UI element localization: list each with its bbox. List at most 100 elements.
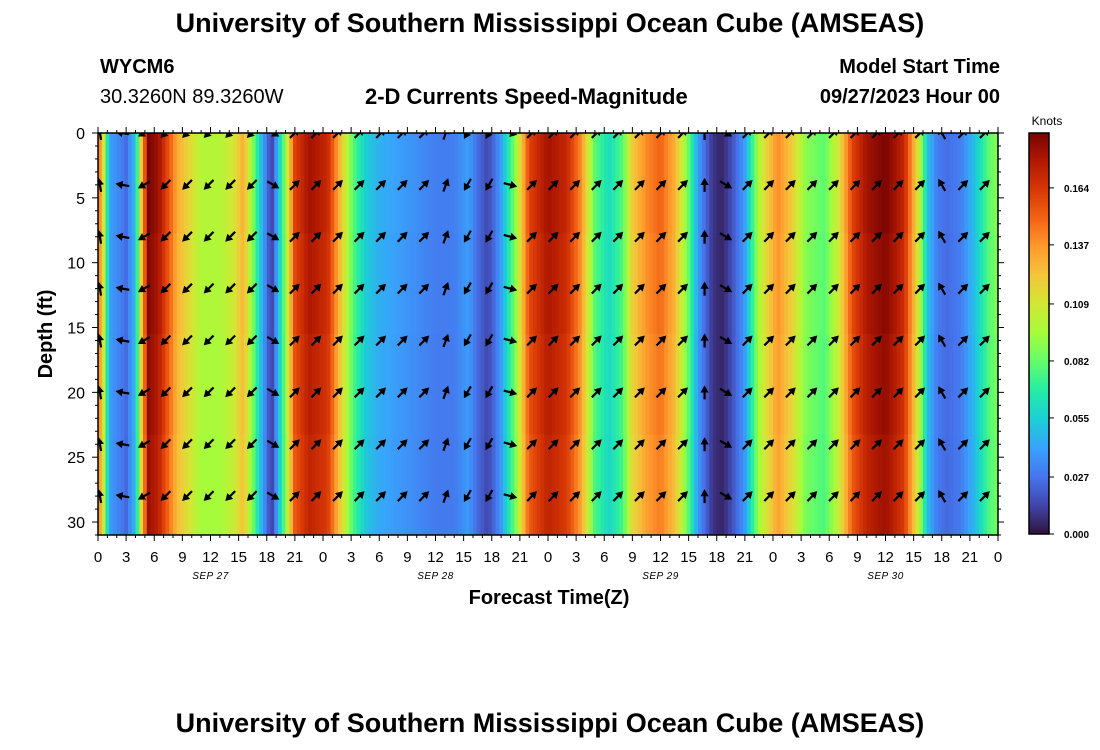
heat-cell: [709, 233, 714, 335]
heat-cell: [893, 133, 898, 235]
heat-cell: [833, 233, 838, 335]
heat-cell: [885, 133, 890, 235]
current-arrow: [441, 333, 450, 348]
current-arrow: [98, 333, 104, 348]
heat-cell: [173, 334, 178, 436]
current-arrow: [266, 180, 280, 189]
current-arrow: [634, 283, 645, 295]
heat-cell: [225, 233, 230, 335]
heat-cell: [184, 434, 189, 535]
current-arrow: [463, 133, 472, 140]
heat-cell: [829, 434, 834, 535]
heat-cell: [233, 133, 238, 235]
heat-cell: [911, 233, 917, 335]
date-label: SEP 29: [642, 571, 679, 582]
heat-cell: [555, 434, 560, 535]
heat-cell: [465, 334, 470, 436]
current-arrow: [957, 335, 969, 347]
current-arrow: [332, 283, 343, 295]
current-arrow: [289, 179, 300, 191]
heat-cell: [139, 233, 144, 335]
heat-cell: [379, 233, 384, 335]
heat-cell: [139, 334, 144, 436]
heat-cell: [881, 334, 887, 436]
current-arrow: [160, 386, 172, 398]
heat-cell: [750, 233, 755, 335]
current-arrow: [160, 231, 172, 242]
heat-cell: [274, 334, 279, 436]
heat-cell: [484, 334, 489, 436]
heat-cell: [285, 233, 290, 335]
heat-cell: [926, 434, 932, 535]
heat-cell: [311, 334, 317, 436]
current-arrow: [137, 284, 151, 293]
current-arrow: [806, 133, 816, 139]
heat-cell: [169, 334, 174, 436]
heat-cell: [548, 334, 553, 436]
heat-cell: [469, 233, 474, 335]
current-arrow: [719, 284, 733, 293]
current-arrow: [591, 231, 602, 243]
heat-cell: [401, 334, 407, 436]
heat-cell: [848, 434, 853, 535]
heat-cell: [630, 133, 635, 235]
heat-cell: [143, 334, 148, 436]
current-arrow: [806, 283, 818, 295]
x-tick-label: 12: [652, 549, 669, 566]
current-arrow: [396, 387, 408, 399]
heat-cell: [953, 233, 958, 335]
heat-cell: [578, 434, 583, 535]
heat-cell: [146, 133, 152, 235]
heat-cell: [923, 334, 928, 436]
heat-cell: [300, 434, 305, 535]
current-arrow: [979, 491, 990, 502]
heat-cell: [191, 133, 197, 235]
heat-cell: [439, 233, 444, 335]
heat-cell: [956, 233, 962, 335]
current-arrow: [182, 231, 193, 242]
heat-cell: [293, 434, 298, 535]
heat-cell: [769, 233, 774, 335]
heat-cell: [533, 334, 538, 436]
current-arrow: [98, 281, 104, 296]
heat-cell: [926, 133, 932, 235]
current-arrow: [591, 491, 602, 502]
current-arrow: [310, 133, 321, 139]
heat-cell: [611, 233, 617, 335]
heat-cell: [540, 434, 545, 535]
heat-cell: [304, 133, 309, 235]
heat-cell: [218, 133, 223, 235]
heat-cell: [686, 233, 692, 335]
current-arrow: [310, 231, 322, 243]
heat-cell: [124, 434, 129, 535]
current-arrow: [700, 437, 709, 452]
heat-cell: [758, 334, 763, 436]
heat-cell: [199, 233, 204, 335]
x-tick-label: 21: [962, 549, 979, 566]
heat-cell: [236, 434, 242, 535]
current-arrow: [225, 438, 236, 450]
current-arrow: [871, 439, 883, 450]
heat-cell: [521, 233, 527, 335]
current-arrow: [526, 231, 538, 243]
current-arrow: [763, 335, 775, 347]
heat-cell: [510, 233, 515, 335]
heat-cell: [173, 133, 178, 235]
heat-cell: [720, 434, 725, 535]
heat-cell: [803, 233, 808, 335]
heat-cell: [413, 434, 418, 535]
heat-cell: [473, 133, 478, 235]
current-arrow: [569, 133, 579, 139]
heat-cell: [656, 334, 662, 436]
current-arrow: [612, 439, 624, 450]
heat-cell: [165, 334, 170, 436]
heat-cell: [371, 133, 377, 235]
current-arrow: [806, 231, 818, 243]
heat-cell: [930, 133, 935, 235]
heat-cell: [780, 334, 785, 436]
heat-cell: [469, 334, 474, 436]
current-arrow: [719, 180, 733, 189]
heat-cell: [521, 334, 527, 436]
heat-cell: [368, 434, 373, 535]
heat-cell: [641, 434, 647, 535]
